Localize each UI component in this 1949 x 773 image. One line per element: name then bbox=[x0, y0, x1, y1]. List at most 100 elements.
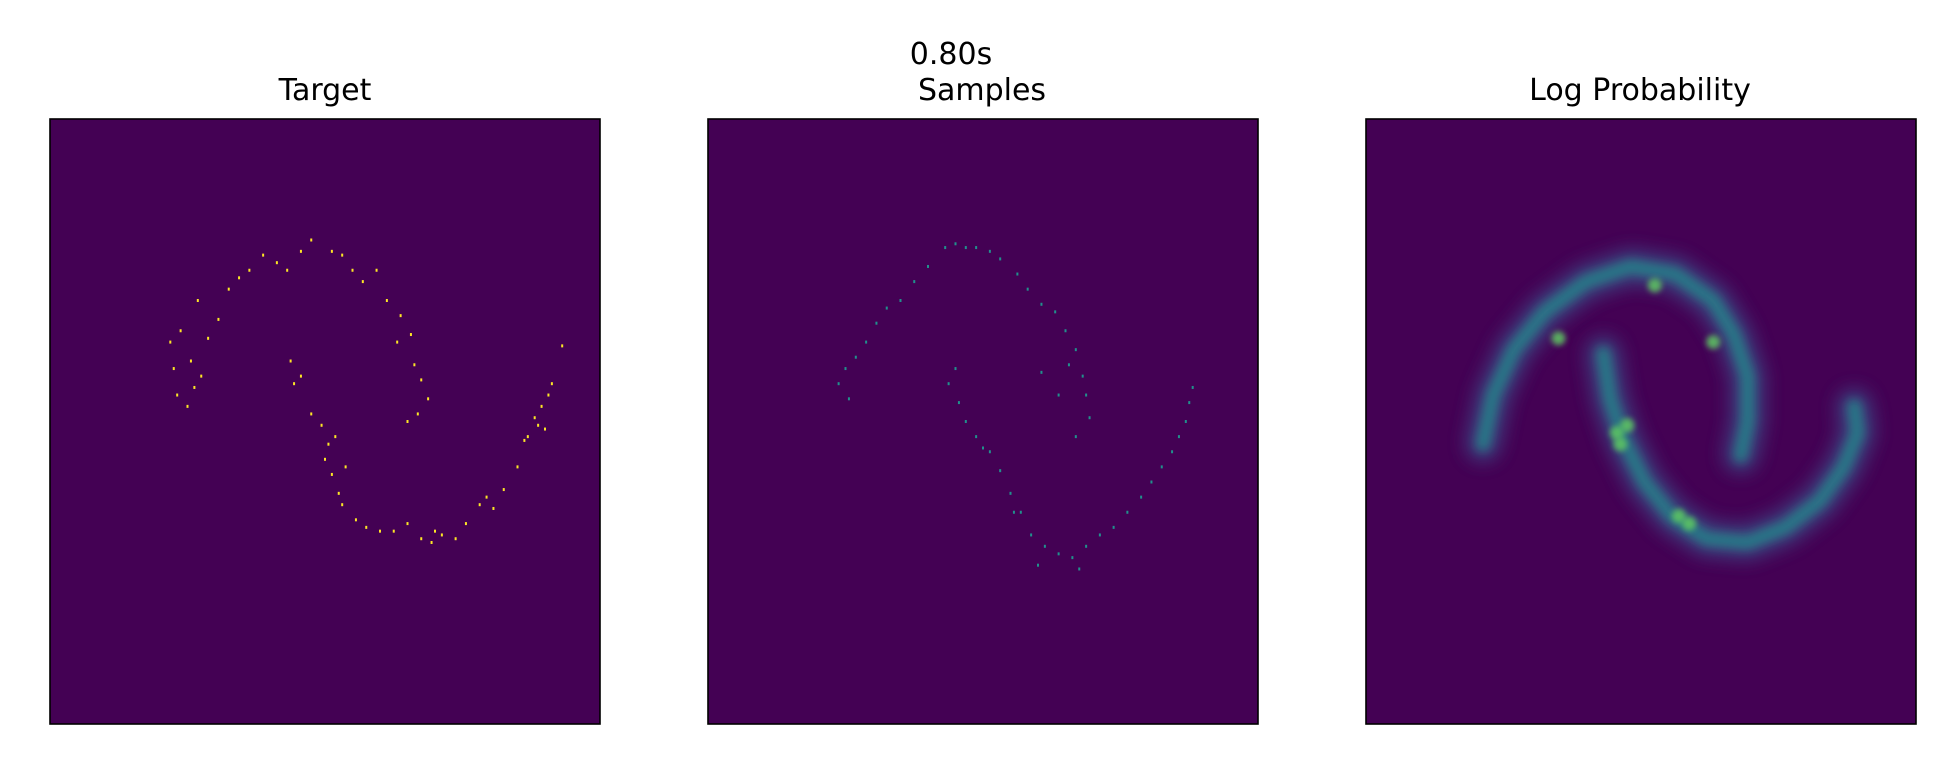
data-point bbox=[547, 393, 550, 397]
data-point bbox=[310, 412, 313, 416]
data-point bbox=[344, 465, 347, 469]
data-point bbox=[485, 495, 488, 499]
data-point bbox=[533, 416, 536, 420]
density-hotspot bbox=[1620, 418, 1635, 433]
data-point bbox=[1088, 416, 1091, 420]
data-point bbox=[310, 238, 313, 242]
data-point bbox=[375, 268, 378, 272]
data-point bbox=[1019, 510, 1022, 514]
data-point bbox=[1160, 465, 1163, 469]
data-point bbox=[385, 299, 388, 302]
plot-background bbox=[50, 119, 600, 724]
data-point bbox=[440, 533, 443, 537]
data-point bbox=[1085, 393, 1088, 397]
data-point bbox=[420, 378, 423, 382]
data-point bbox=[365, 525, 368, 529]
data-point bbox=[1057, 393, 1060, 397]
panel-samples bbox=[707, 118, 1259, 725]
data-point bbox=[1078, 567, 1081, 571]
data-point bbox=[1085, 544, 1088, 548]
data-point bbox=[478, 503, 481, 507]
panel-log-probability bbox=[1365, 118, 1917, 725]
data-point bbox=[1188, 401, 1191, 405]
data-point bbox=[248, 268, 251, 272]
data-point bbox=[947, 382, 950, 386]
data-point bbox=[1071, 556, 1074, 560]
data-point bbox=[289, 359, 292, 363]
density-hotspot bbox=[1551, 331, 1566, 346]
data-point bbox=[262, 253, 265, 257]
data-point bbox=[1040, 370, 1043, 374]
data-point bbox=[957, 401, 960, 405]
data-point bbox=[427, 397, 430, 401]
data-point bbox=[913, 280, 916, 284]
data-point bbox=[293, 382, 296, 386]
data-point bbox=[1043, 544, 1046, 548]
data-point bbox=[1040, 302, 1043, 306]
data-point bbox=[885, 306, 888, 310]
data-point bbox=[954, 367, 957, 371]
data-point bbox=[207, 336, 210, 340]
data-point bbox=[1191, 385, 1194, 389]
data-point bbox=[238, 276, 241, 280]
data-point bbox=[330, 472, 333, 476]
data-point bbox=[523, 438, 526, 442]
data-point bbox=[975, 435, 978, 439]
data-point bbox=[1057, 552, 1060, 556]
data-point bbox=[1074, 435, 1077, 439]
data-point bbox=[1030, 533, 1033, 537]
data-point bbox=[434, 529, 436, 533]
data-point bbox=[286, 268, 289, 272]
data-point bbox=[176, 393, 179, 397]
data-point bbox=[217, 317, 220, 321]
data-point bbox=[330, 249, 333, 253]
data-point bbox=[526, 435, 529, 439]
data-point bbox=[1112, 525, 1115, 529]
density-hotspot bbox=[1671, 509, 1686, 524]
plot-frame bbox=[1365, 118, 1917, 725]
density-hotspot bbox=[1682, 516, 1697, 531]
density-hotspot bbox=[1706, 335, 1721, 350]
data-point bbox=[1012, 510, 1015, 514]
data-point bbox=[1140, 495, 1143, 499]
data-point bbox=[341, 503, 344, 507]
data-point bbox=[299, 374, 302, 378]
data-point bbox=[988, 249, 991, 253]
density-hotspot bbox=[1647, 278, 1662, 293]
data-point bbox=[416, 412, 419, 416]
data-point bbox=[1184, 420, 1187, 423]
data-point bbox=[1098, 533, 1101, 537]
data-point bbox=[964, 246, 967, 250]
data-point bbox=[540, 404, 543, 408]
data-point bbox=[324, 457, 326, 461]
data-point bbox=[406, 522, 409, 526]
data-point bbox=[1064, 329, 1067, 333]
panel-target bbox=[49, 118, 601, 725]
data-point bbox=[1126, 510, 1129, 514]
data-point bbox=[837, 382, 840, 386]
data-point bbox=[227, 287, 230, 291]
data-point bbox=[275, 261, 278, 265]
data-point bbox=[189, 359, 192, 363]
density-core-upper-moon bbox=[1475, 259, 1755, 463]
data-point bbox=[200, 374, 203, 378]
data-point bbox=[544, 427, 546, 431]
data-point bbox=[409, 333, 412, 337]
data-point bbox=[379, 529, 381, 533]
data-point bbox=[999, 469, 1002, 473]
data-point bbox=[1171, 450, 1174, 454]
data-point bbox=[193, 385, 196, 389]
data-point bbox=[964, 420, 967, 423]
data-point bbox=[327, 442, 330, 446]
data-point bbox=[537, 423, 540, 427]
data-point bbox=[334, 435, 337, 439]
data-point bbox=[988, 450, 991, 454]
data-point bbox=[354, 518, 357, 522]
data-point bbox=[865, 340, 868, 344]
plot-background bbox=[1366, 119, 1916, 724]
data-point bbox=[844, 367, 847, 371]
data-point bbox=[492, 506, 495, 510]
data-point bbox=[420, 537, 423, 541]
data-point bbox=[899, 299, 902, 302]
